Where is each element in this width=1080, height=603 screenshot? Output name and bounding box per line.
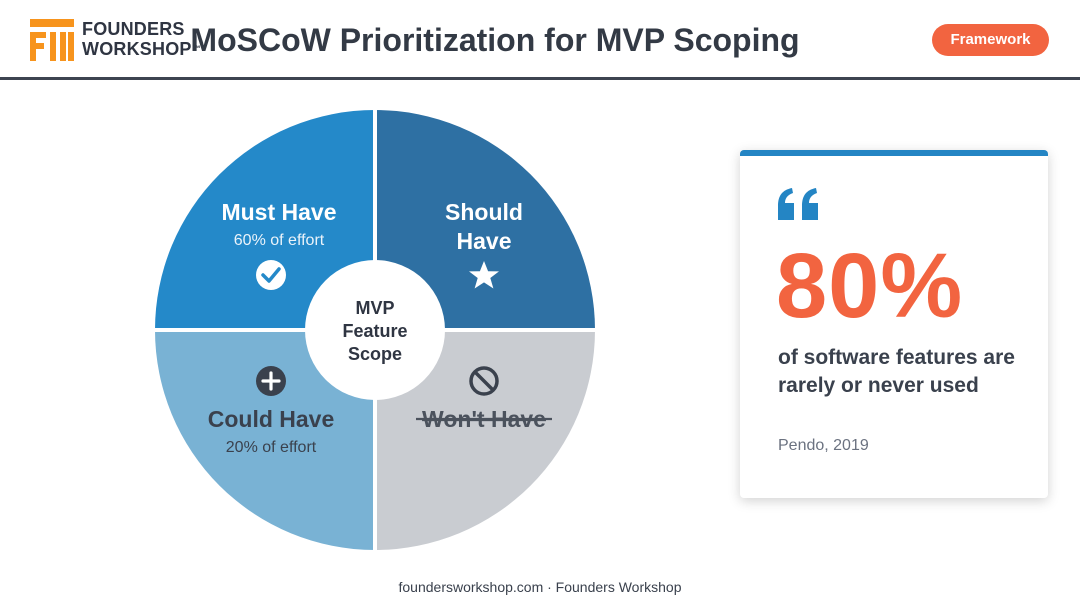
brand-line-2-text: WORKSHOP [82,39,192,59]
center-label-line-1: MVP [355,298,394,318]
page-title: MoSCoW Prioritization for MVP Scoping [190,22,800,58]
center-circle [305,260,445,400]
workshop-logo-icon [30,19,74,61]
footer-text: foundersworkshop.com · Founders Workshop [398,579,682,595]
moscow-diagram: Must Have 60% of effort Should Have Coul… [150,105,600,555]
brand-name: FOUNDERS WORKSHOP™ [82,19,201,59]
header-bar: FOUNDERS WORKSHOP™ MoSCoW Prioritization… [0,0,1080,80]
stat-card: 80% of software features are rarely or n… [740,150,1048,498]
stat-description: of software features are rarely or never… [778,346,1015,397]
quadrant-could-have [155,330,375,550]
must-have-label: Must Have [221,199,336,225]
should-have-label-line-1: Should [445,199,523,225]
trademark-mark: ™ [192,44,201,53]
brand-line-1: FOUNDERS [82,19,185,39]
quadrant-wont-have [375,330,595,550]
prohibited-icon [469,366,499,396]
center-label-line-2: Feature [342,321,407,341]
could-have-label: Could Have [208,406,335,432]
brand-logo[interactable]: FOUNDERS WORKSHOP™ [30,17,201,63]
should-have-label-line-2: Have [457,228,512,254]
quadrant-should-have [375,110,595,330]
brand-line-2: WORKSHOP™ [82,39,201,59]
stat-source: Pendo, 2019 [778,437,869,454]
center-label-line-3: Scope [348,344,402,364]
quadrant-must-have [155,110,375,330]
star-icon [469,261,499,289]
stat-value: 80% [776,235,964,337]
could-have-detail: 20% of effort [226,439,317,456]
quote-icon [778,188,818,220]
framework-tag: Framework [932,24,1049,56]
check-circle-icon [256,260,286,290]
plus-circle-icon [256,366,286,396]
must-have-detail: 60% of effort [234,232,325,249]
